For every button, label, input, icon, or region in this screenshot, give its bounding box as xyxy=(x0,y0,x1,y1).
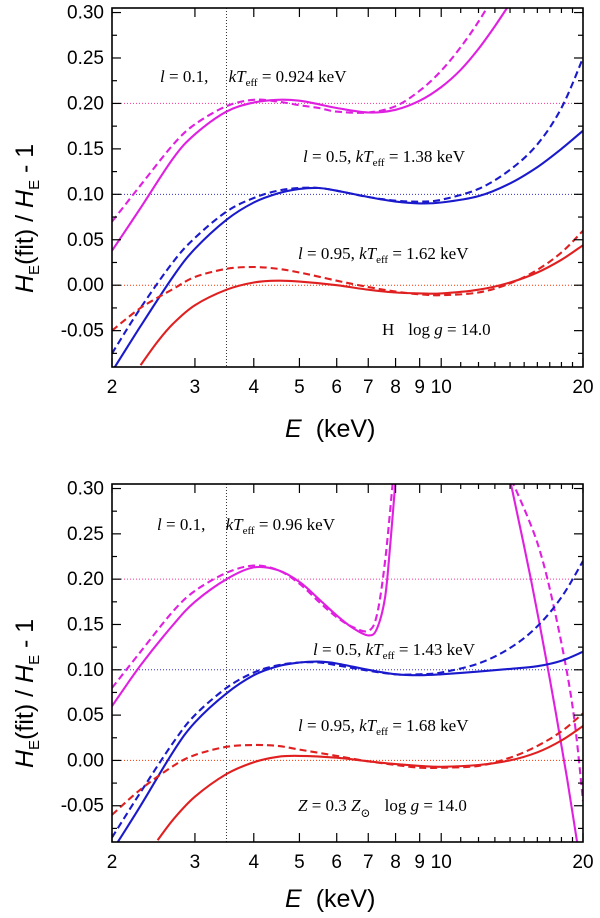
series-line xyxy=(156,725,583,841)
series-line xyxy=(112,8,489,223)
y-tick-label: 0.30 xyxy=(67,3,104,24)
x-tick-label: 5 xyxy=(294,852,305,873)
series-line xyxy=(112,57,583,354)
plot-frame xyxy=(111,7,584,368)
series-line xyxy=(112,484,397,707)
x-tick-label: 2 xyxy=(107,852,118,873)
x-tick-label: 10 xyxy=(431,377,452,398)
x-tick-label: 2 xyxy=(107,377,118,398)
x-tick-label: 4 xyxy=(248,852,259,873)
series-line xyxy=(116,650,583,842)
series-line xyxy=(112,712,583,816)
series-group xyxy=(112,8,583,367)
annotation-l095: l = 0.95, kTeff = 1.68 keV xyxy=(298,716,469,738)
x-tick-label: 20 xyxy=(572,852,593,873)
x-axis-label: E (keV) xyxy=(285,415,375,443)
y-axis-label: HE(fit) / HE - 1 xyxy=(11,144,43,293)
x-tick-label: 6 xyxy=(331,377,342,398)
x-axis-label: E (keV) xyxy=(285,885,375,913)
x-tick-label: 9 xyxy=(414,377,425,398)
y-tick-label: 0.25 xyxy=(67,524,104,545)
y-tick-label: 0.15 xyxy=(67,614,104,635)
panel-top: 2 3 4 5 6 7 8 9 10 20 -0.05 0.00 0.05 0.10 0.15 0.20 0.… xyxy=(11,3,594,443)
x-tick-labels: 2 3 4 5 6 7 8 9 10 20 xyxy=(107,852,594,873)
series-line xyxy=(112,560,583,839)
x-tick-label: 4 xyxy=(248,377,259,398)
tick-group xyxy=(111,484,584,842)
x-tick-label: 6 xyxy=(331,852,342,873)
x-tick-label: 7 xyxy=(363,852,374,873)
y-tick-label: 0.05 xyxy=(67,230,104,251)
y-tick-label: 0.25 xyxy=(67,48,104,69)
series-line xyxy=(112,484,394,689)
y-tick-label: 0.10 xyxy=(67,660,104,681)
corner-label: Z = 0.3 Z⊙ log g = 14.0 xyxy=(298,796,467,820)
plot-frame xyxy=(111,483,584,843)
annotation-l01: l = 0.1, kTeff = 0.924 keV xyxy=(160,67,347,89)
annotation-l01: l = 0.1, kTeff = 0.96 keV xyxy=(157,515,336,537)
x-tick-labels: 2 3 4 5 6 7 8 9 10 20 xyxy=(107,377,594,398)
panel-bottom: 2 3 4 5 6 7 8 9 10 20 -0.05 0.00 0.05 0.10 0.15 0.20 0.… xyxy=(11,479,594,913)
y-tick-label: 0.15 xyxy=(67,139,104,160)
x-tick-label: 8 xyxy=(390,377,401,398)
series-group xyxy=(112,484,583,842)
y-tick-label: 0.30 xyxy=(67,479,104,500)
x-tick-label: 20 xyxy=(572,377,593,398)
x-tick-label: 10 xyxy=(431,852,452,873)
annotation-l05: l = 0.5, kTeff = 1.38 keV xyxy=(303,147,466,169)
tick-group xyxy=(111,8,584,367)
reference-lines xyxy=(112,102,583,286)
y-tick-label: 0.05 xyxy=(67,705,104,726)
y-tick-labels: -0.05 0.00 0.05 0.10 0.15 0.20 0.25 0.30 xyxy=(61,3,104,342)
y-tick-label: 0.10 xyxy=(67,184,104,205)
reference-lines xyxy=(112,578,583,761)
annotation-l095: l = 0.95, kTeff = 1.62 keV xyxy=(298,244,469,266)
x-tick-label: 3 xyxy=(190,377,201,398)
y-tick-label: 0.00 xyxy=(67,750,104,771)
x-tick-label: 7 xyxy=(363,377,374,398)
series-line xyxy=(112,229,583,332)
x-tick-label: 5 xyxy=(294,377,305,398)
y-axis-label: HE(fit) / HE - 1 xyxy=(11,619,43,768)
y-tick-labels: -0.05 0.00 0.05 0.10 0.15 0.20 0.25 0.30 xyxy=(61,479,104,817)
annotation-l05: l = 0.5, kTeff = 1.43 keV xyxy=(313,640,476,662)
series-line xyxy=(512,484,583,802)
y-tick-label: -0.05 xyxy=(61,796,104,817)
y-tick-label: -0.05 xyxy=(61,321,104,342)
series-line xyxy=(139,244,583,366)
x-tick-label: 8 xyxy=(390,852,401,873)
y-tick-label: 0.00 xyxy=(67,275,104,296)
y-tick-label: 0.20 xyxy=(67,93,104,114)
series-line xyxy=(112,8,509,252)
x-tick-label: 3 xyxy=(190,852,201,873)
series-line xyxy=(509,484,579,842)
y-tick-label: 0.20 xyxy=(67,569,104,590)
x-tick-label: 9 xyxy=(414,852,425,873)
